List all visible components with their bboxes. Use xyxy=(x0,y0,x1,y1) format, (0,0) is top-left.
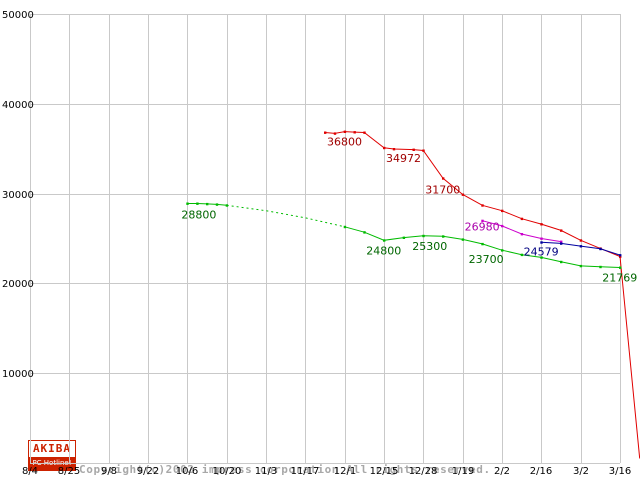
series-green-marker xyxy=(579,264,583,268)
series-green-gap-line xyxy=(226,204,345,228)
series-red-marker xyxy=(383,146,386,150)
y-tick-label: 10000 xyxy=(2,369,34,380)
x-tick-label: 1/19 xyxy=(452,466,474,477)
series-navy-marker xyxy=(599,247,602,251)
series-green-early-value-label: 28800 xyxy=(181,208,216,221)
series-green-early-marker xyxy=(186,202,189,205)
series-red-marker xyxy=(619,255,622,258)
series-green-value-label: 25300 xyxy=(412,240,447,253)
series-red-marker xyxy=(333,132,337,135)
akiba-logo-wordmark: AKIBA xyxy=(32,442,72,455)
series-red-marker xyxy=(392,148,396,151)
y-tick-label: 30000 xyxy=(2,190,34,201)
series-green-value-label: 21769 xyxy=(602,272,637,285)
series-red-marker xyxy=(442,177,445,180)
copyright-text: Copyright(c)2002 impress corporation All… xyxy=(79,437,491,480)
series-navy-marker xyxy=(560,242,563,245)
y-tick-label: 20000 xyxy=(2,279,34,290)
copyright-line-1: Copyright(c)2002 impress corporation All… xyxy=(79,463,491,476)
series-green-marker xyxy=(383,239,386,242)
series-green-marker xyxy=(402,236,406,239)
series-green-marker xyxy=(501,249,504,252)
x-tick-label: 12/15 xyxy=(370,466,399,477)
series-red-marker xyxy=(422,149,425,152)
series-magenta-marker xyxy=(540,237,543,240)
series-green-marker xyxy=(422,234,425,238)
x-tick-label: 3/2 xyxy=(573,466,589,477)
series-green-marker xyxy=(442,235,445,238)
series-green-early-marker xyxy=(196,202,199,205)
series-red-marker xyxy=(461,193,465,196)
series-navy-marker xyxy=(619,254,622,257)
x-tick-label: 2/2 xyxy=(494,466,510,477)
series-red-value-label: 36800 xyxy=(327,136,362,149)
series-red-value-label: 31700 xyxy=(425,183,460,196)
series-red-marker xyxy=(353,131,356,134)
series-magenta-marker xyxy=(501,224,504,228)
x-tick-label: 10/6 xyxy=(176,466,198,477)
series-green-marker xyxy=(619,266,622,269)
series-red-line xyxy=(324,131,640,459)
x-tick-label: 9/8 xyxy=(101,466,117,477)
x-tick-label: 8/4 xyxy=(22,466,38,477)
series-green-value-label: 23700 xyxy=(469,253,504,266)
series-green-marker xyxy=(540,256,543,259)
series-green-marker xyxy=(363,231,366,234)
series-green-early-marker xyxy=(206,202,209,206)
series-red-value-label: 34972 xyxy=(386,152,421,165)
y-tick-label: 40000 xyxy=(2,100,34,111)
x-tick-label: 11/17 xyxy=(291,466,320,477)
series-red-marker xyxy=(501,209,504,213)
x-tick-label: 10/20 xyxy=(213,466,242,477)
series-green-marker xyxy=(520,253,524,257)
series-navy-value-label: 24579 xyxy=(524,245,559,258)
series-green-marker xyxy=(481,242,484,246)
series-green-early-marker xyxy=(215,203,219,206)
x-tick-label: 11/3 xyxy=(255,466,277,477)
x-tick-label: 2/16 xyxy=(530,466,552,477)
series-red-marker xyxy=(560,229,563,232)
series-green-value-label: 24800 xyxy=(366,244,401,257)
series-magenta-marker xyxy=(520,233,524,236)
series-navy-marker xyxy=(540,241,543,244)
series-red-marker xyxy=(412,148,415,151)
x-tick-label: 9/22 xyxy=(137,466,159,477)
series-green-marker xyxy=(461,238,465,241)
series-red-marker xyxy=(520,217,524,221)
series-red-marker xyxy=(324,131,327,134)
series-magenta-marker xyxy=(481,219,484,223)
x-tick-label: 12/1 xyxy=(334,466,356,477)
series-red-marker xyxy=(343,130,347,133)
series-navy-marker xyxy=(579,245,583,248)
series-magenta-marker xyxy=(560,240,563,243)
x-tick-label: 8/25 xyxy=(58,466,80,477)
series-green-marker xyxy=(599,265,602,269)
series-green-marker xyxy=(343,225,347,229)
series-red-marker xyxy=(363,131,366,134)
series-magenta-value-label: 26980 xyxy=(465,221,500,234)
series-red-marker xyxy=(579,239,583,242)
x-tick-label: 3/16 xyxy=(609,466,631,477)
series-red-marker xyxy=(540,223,543,226)
x-tick-label: 12/28 xyxy=(409,466,438,477)
y-tick-label: 50000 xyxy=(2,10,34,21)
series-green-marker xyxy=(560,260,563,264)
series-red-marker xyxy=(481,204,484,207)
